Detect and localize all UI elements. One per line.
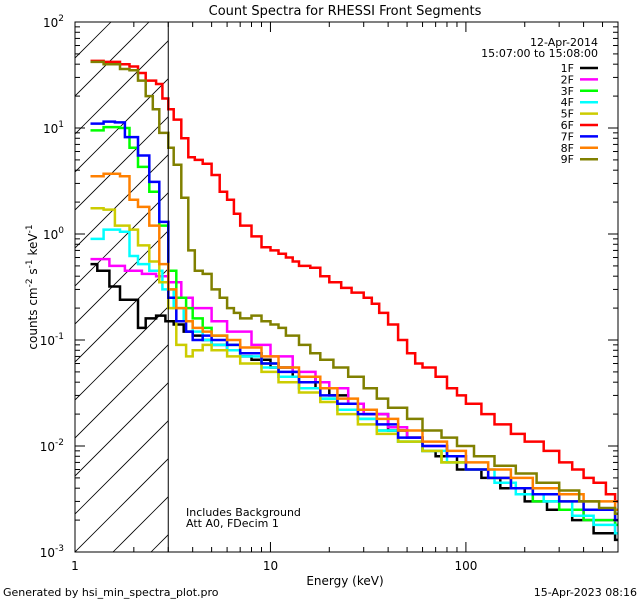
y-axis-label: counts cm-2 s-1 keV-1: [25, 224, 40, 349]
date-label: 12-Apr-2014: [530, 36, 598, 49]
legend-label-4F: 4F: [561, 96, 574, 109]
hatch-line: [75, 420, 169, 515]
hatch-line: [455, 22, 640, 552]
x-tick-label: 1: [71, 559, 79, 573]
series-line-4F: [90, 228, 618, 535]
legend-label-6F: 6F: [561, 119, 574, 132]
hatch-line: [379, 22, 640, 552]
chart-title: Count Spectra for RHESSI Front Segments: [209, 4, 482, 19]
axis-ticks: [74, 21, 619, 553]
x-tick-label: 100: [454, 559, 477, 573]
hatch-line: [569, 22, 640, 552]
hatch-line: [75, 306, 169, 401]
legend-label-8F: 8F: [561, 142, 574, 155]
hatch-line: [75, 344, 169, 439]
hatch-line: [75, 78, 169, 173]
x-tick-labels: 1 10 100: [71, 559, 477, 573]
series-line-1F: [90, 262, 618, 542]
hatch-line: [0, 22, 73, 552]
series-line-2F: [90, 257, 618, 535]
hatch-line: [607, 22, 640, 552]
legend-label-5F: 5F: [561, 108, 574, 121]
note-includes-background: Includes Background: [186, 506, 301, 519]
y-tick-label: 102: [43, 14, 64, 30]
footer-timestamp: 15-Apr-2023 08:16: [534, 586, 637, 599]
series-layer: [90, 59, 618, 542]
plot-frame: [74, 21, 619, 553]
series-line-9F: [90, 60, 618, 515]
y-tick-labels: 10-3 10-2 10-1 100 101 102: [40, 14, 65, 560]
hatch-line: [75, 22, 112, 59]
series-line-6F: [90, 59, 618, 503]
attenuator-hatch-region: [0, 22, 640, 552]
x-axis-label: Energy (keV): [306, 574, 383, 588]
y-tick-label: 101: [43, 120, 64, 136]
series-line-3F: [90, 125, 618, 527]
note-attenuator-state: Att A0, FDecim 1: [186, 517, 279, 530]
y-tick-label: 10-2: [40, 438, 64, 454]
x-tick-label: 10: [263, 559, 278, 573]
hatch-line: [75, 230, 169, 325]
hatch-line: [75, 116, 169, 211]
hatch-line: [75, 458, 169, 552]
time-range-label: 15:07:00 to 15:08:00: [481, 47, 598, 60]
y-tick-label: 10-3: [40, 544, 64, 560]
hatch-line: [75, 382, 169, 477]
legend-label-1F: 1F: [561, 62, 574, 75]
y-tick-label: 10-1: [40, 332, 64, 348]
legend-label-9F: 9F: [561, 153, 574, 166]
footer-generated-by: Generated by hsi_min_spectra_plot.pro: [3, 586, 219, 599]
hatch-line: [75, 40, 169, 135]
hatch-line: [227, 22, 640, 552]
hatch-line: [75, 268, 169, 363]
series-line-8F: [90, 172, 618, 512]
legend-label-2F: 2F: [561, 73, 574, 86]
legend-label-3F: 3F: [561, 85, 574, 98]
series-line-5F: [90, 206, 618, 522]
y-tick-label: 100: [43, 226, 64, 242]
legend-label-7F: 7F: [561, 130, 574, 143]
